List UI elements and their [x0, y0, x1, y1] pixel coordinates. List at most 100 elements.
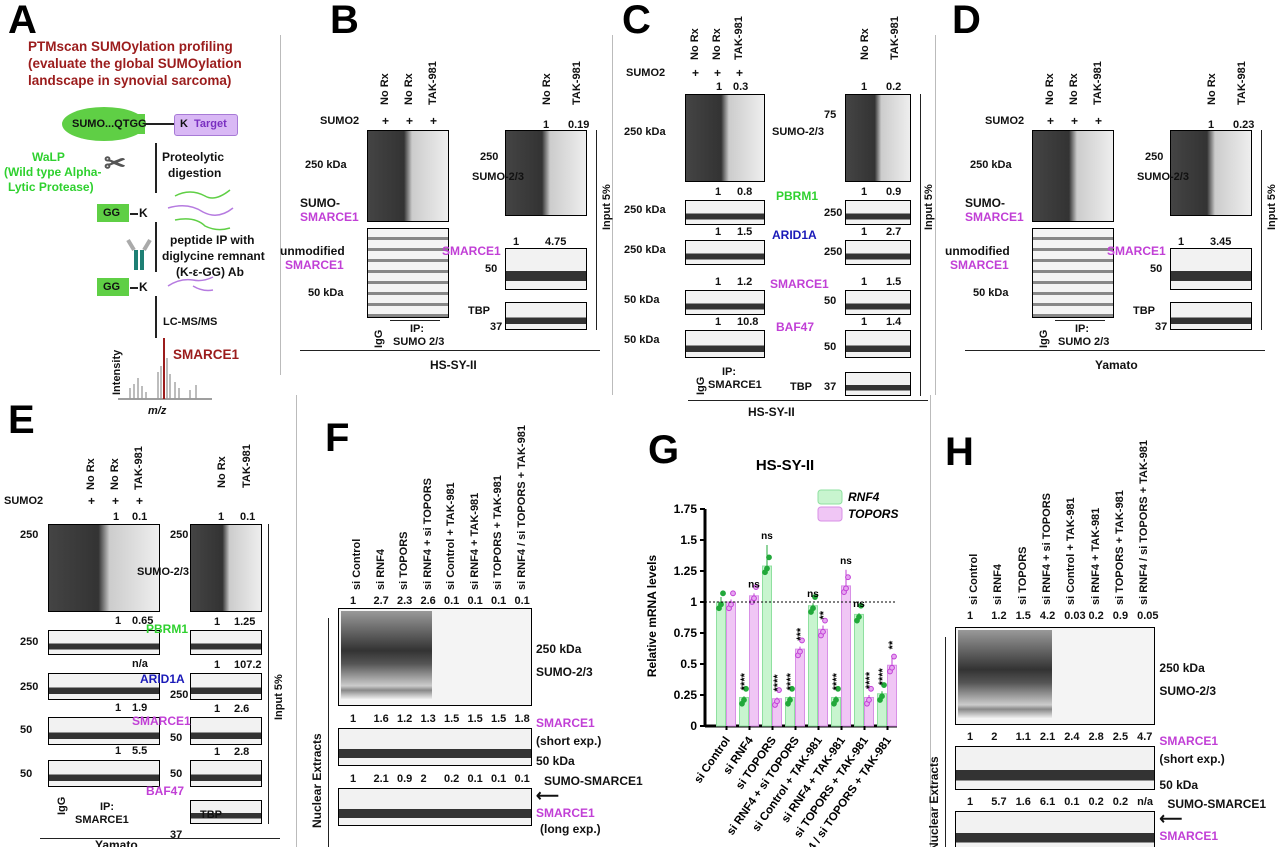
lane-label: si RNF4 / si TOPORS + TAK-981	[1138, 440, 1151, 605]
lane-label: TAK-981	[1092, 61, 1104, 105]
lane-label: TAK-981	[889, 16, 901, 60]
ip-label: IP:	[410, 323, 425, 335]
data-point	[753, 584, 759, 591]
data-point	[879, 693, 885, 700]
title-line: (evaluate the global SUMOylation	[28, 56, 242, 71]
mw-marker: 50	[824, 341, 837, 353]
ip-label: IP:	[722, 366, 737, 378]
mw-marker: 50 kDa	[624, 294, 660, 306]
input-blot	[190, 673, 262, 700]
mw-marker: 250	[20, 681, 39, 693]
value: n/a	[1137, 796, 1153, 808]
value: 2.7	[373, 595, 389, 607]
protein-label: SMARCE1	[1107, 244, 1166, 258]
y-tick-label: 1.5	[680, 533, 697, 547]
lane-label: si RNF4 + si TOPORS	[1040, 493, 1053, 605]
sumo-smear	[958, 630, 1053, 718]
sumo2-label: SUMO2	[626, 67, 666, 79]
peptide-and-spectrum-graphics	[118, 189, 234, 400]
plus-sign: +	[430, 114, 438, 128]
y-axis-label: Relative mRNA levels	[645, 555, 659, 678]
lane-label: No Rx	[403, 73, 415, 105]
lane-label: si TOPORS + TAK-981	[1113, 490, 1126, 605]
antibody-icon	[126, 238, 152, 270]
mw-marker: 250 kDa	[1159, 661, 1205, 676]
protein-label: BAF47	[146, 784, 185, 798]
value: 0.9	[1112, 610, 1129, 622]
gg-box	[97, 204, 129, 222]
input-blot-tbp	[190, 800, 262, 824]
lane-label: IgG	[56, 796, 68, 815]
lane-label: TAK-981	[1236, 61, 1248, 105]
divider	[296, 395, 297, 847]
value: 10.8	[737, 316, 759, 328]
value: 0.1	[467, 595, 483, 607]
protein-label: SMARCE1	[285, 258, 344, 272]
value: 2.8	[1088, 731, 1104, 743]
value: 0.3	[733, 81, 749, 93]
input-blot	[845, 330, 911, 358]
value: 1.6	[373, 713, 389, 725]
gg-label: GG	[103, 281, 121, 293]
protein-label: BAF47	[776, 320, 815, 334]
value: 1	[350, 713, 357, 725]
value: 0.1	[1064, 796, 1080, 808]
lane-label: No Rx	[1206, 73, 1218, 105]
lane-label: si TOPORS	[1016, 546, 1029, 605]
lane-label: si RNF4 + TAK-981	[1089, 507, 1102, 605]
lane-label: si Control + TAK-981	[1065, 497, 1078, 605]
smarce1-long-blot	[955, 811, 1156, 847]
y-axis-label: Intensity	[111, 349, 123, 395]
value: 2	[420, 773, 427, 785]
mw-marker: 50 kDa	[1159, 778, 1199, 792]
data-point	[730, 590, 736, 597]
lane-label: si Control	[968, 553, 980, 605]
data-point	[789, 685, 795, 692]
fraction-label: Nuclear Extracts	[310, 733, 324, 828]
lane-label: si Control	[351, 538, 363, 590]
divider	[688, 400, 928, 402]
value: 1.5	[491, 713, 507, 725]
x-tick-label: si Control	[692, 735, 733, 786]
value: 2.6	[420, 595, 436, 607]
panel-letter: A	[8, 0, 37, 42]
y-tick-label: 1.25	[674, 564, 698, 578]
plus-sign: +	[1047, 114, 1055, 128]
data-point	[743, 685, 749, 692]
ms-spectrum	[118, 338, 212, 400]
mw-marker: 37	[490, 321, 503, 333]
value: 5.5	[132, 745, 148, 757]
plus-sign: +	[1071, 114, 1079, 128]
plus-sign: +	[136, 494, 144, 508]
peptide-fragments	[167, 189, 234, 292]
label: SUMO-	[300, 196, 340, 210]
y-tick-label: 0.25	[674, 688, 698, 702]
panel-letter: D	[952, 0, 981, 42]
divider	[155, 222, 157, 272]
value: 1	[513, 236, 520, 248]
plus-sign: +	[714, 66, 722, 80]
plus-sign: +	[1095, 114, 1103, 128]
protein-label: SUMO-2/3	[1137, 171, 1189, 183]
ip-blot	[48, 717, 160, 745]
bar-topors	[795, 648, 805, 727]
panel-letter: H	[945, 430, 974, 474]
value: 2.8	[234, 746, 250, 758]
ip-blot-sumo	[1032, 130, 1114, 222]
input-blot	[190, 630, 262, 655]
data-point	[868, 685, 874, 692]
value: 4.7	[1137, 731, 1153, 743]
cell-line-label: Yamato	[95, 838, 138, 847]
mw-marker: 250 kDa	[970, 159, 1012, 171]
mw-marker: 250	[20, 636, 39, 648]
divider	[612, 35, 613, 395]
value: 1.5	[467, 713, 483, 725]
input-label: Input 5%	[601, 184, 613, 230]
lane-label: No Rx	[1044, 73, 1056, 105]
protein-label: SMARCE1	[965, 210, 1024, 224]
arrow-icon: ⟵	[536, 788, 559, 805]
value: 0.1	[514, 773, 530, 785]
ip-label: IP:	[1075, 323, 1090, 335]
value: 0.03	[1064, 610, 1086, 622]
significance-label: ns	[761, 531, 773, 542]
